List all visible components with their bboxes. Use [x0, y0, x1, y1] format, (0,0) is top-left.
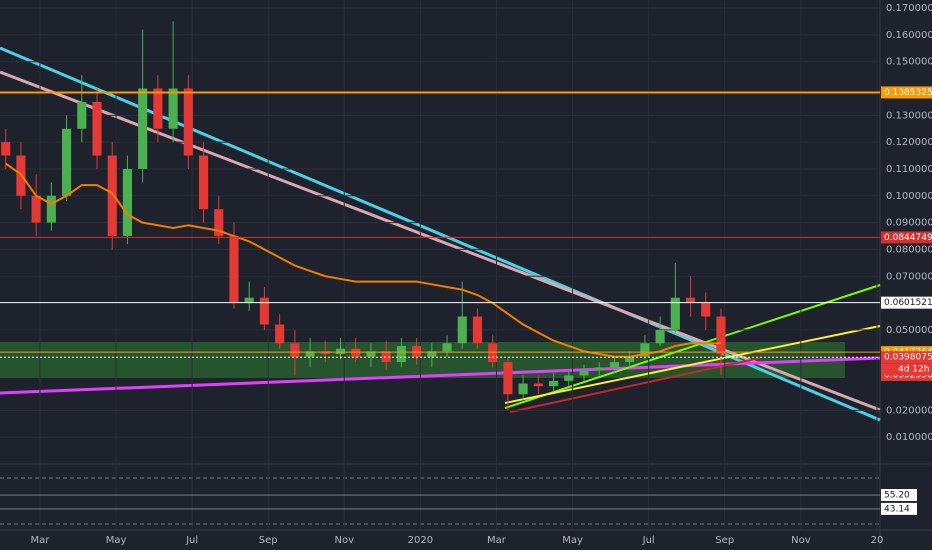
- candle-body: [366, 351, 376, 357]
- candle-body: [655, 329, 665, 344]
- candle-body: [1, 142, 11, 156]
- y-tick-label: 0.11000000: [886, 164, 932, 175]
- candle-body: [107, 155, 117, 237]
- candle-body: [351, 348, 361, 357]
- x-tick-label: Nov: [791, 535, 811, 546]
- y-tick-label: 0.02000000: [886, 405, 932, 416]
- candle-body: [31, 195, 41, 223]
- price-label: 0.03323563: [884, 370, 932, 380]
- candle-body: [122, 168, 133, 237]
- candle-body: [427, 351, 437, 357]
- candle-body: [305, 351, 315, 357]
- y-tick-label: 0.10000000: [886, 191, 932, 202]
- candle-body: [412, 345, 422, 357]
- x-tick-label: May: [106, 535, 127, 546]
- candle-body: [229, 236, 239, 304]
- candle-body: [62, 128, 72, 196]
- moving-average: [5, 162, 721, 358]
- trend-line: [509, 357, 761, 413]
- candle-body: [549, 380, 559, 387]
- candle-body: [77, 101, 87, 129]
- price-label-box: [881, 296, 932, 309]
- support-zone: [0, 342, 845, 378]
- candle-body: [92, 101, 102, 156]
- x-tick-label: Nov: [335, 535, 355, 546]
- candle-body: [46, 195, 56, 223]
- candle-body: [609, 362, 620, 368]
- y-tick-label: 0.01000000: [886, 432, 932, 443]
- y-tick-label: 0.12000000: [886, 137, 932, 148]
- y-tick-label: 0.08000000: [886, 244, 932, 255]
- price-label-box: [881, 86, 932, 99]
- candle-body: [472, 316, 483, 344]
- candle-body: [716, 316, 726, 355]
- candle-body: [168, 88, 178, 129]
- candle-body: [533, 383, 543, 387]
- candle-body: [457, 316, 467, 344]
- trend-line: [504, 325, 881, 404]
- candle-body: [138, 88, 148, 169]
- price-label: 0.08447496: [884, 233, 932, 243]
- price-label: 0.06015217: [884, 298, 932, 308]
- candle-body: [396, 345, 406, 363]
- trend-line: [504, 284, 881, 409]
- y-tick-label: 0.16000000: [886, 30, 932, 41]
- candle-body: [670, 297, 680, 330]
- y-tick-label: 0.17000000: [886, 3, 932, 14]
- candle-body: [518, 383, 528, 395]
- y-tick-label: 0.13000000: [886, 110, 932, 121]
- rsi-label-box: [881, 502, 917, 515]
- candle-body: [183, 88, 193, 156]
- x-tick-label: Mar: [487, 535, 507, 546]
- candle-body: [335, 348, 346, 355]
- candle-body: [640, 343, 650, 357]
- x-tick-label: Jul: [185, 535, 198, 546]
- candle-body: [259, 297, 269, 325]
- candle-body: [503, 362, 513, 395]
- candle-body: [625, 356, 635, 363]
- x-tick-label: 20: [871, 535, 884, 546]
- rsi-label-box: [881, 489, 917, 502]
- candle-body: [564, 375, 574, 381]
- candle-body: [290, 343, 300, 357]
- x-tick-label: Sep: [715, 535, 734, 546]
- x-tick-label: Sep: [259, 535, 278, 546]
- countdown: 4d 12h: [898, 365, 929, 375]
- price-label-box: [881, 351, 932, 364]
- y-tick-label: 0.05000000: [886, 325, 932, 336]
- x-tick-label: 2020: [408, 535, 433, 546]
- x-tick-label: Mar: [31, 535, 51, 546]
- price-label: 0.03980755: [884, 353, 932, 363]
- y-tick-label: 0.07000000: [886, 271, 932, 282]
- y-tick-label: 0.15000000: [886, 57, 932, 68]
- candle-body: [685, 297, 696, 304]
- rsi-label: 55.20: [884, 491, 910, 501]
- rsi-label: 43.14: [884, 504, 910, 514]
- price-label-box: [881, 231, 932, 244]
- y-tick-label: 0.09000000: [886, 218, 932, 229]
- candle-body: [275, 324, 285, 344]
- candle-body: [488, 343, 498, 363]
- countdown-box: [881, 363, 932, 376]
- candle-body: [381, 351, 391, 363]
- candle-body: [579, 370, 589, 376]
- candle-body: [244, 297, 254, 304]
- candle-body: [442, 343, 452, 352]
- candle-body: [701, 303, 711, 317]
- candle-body: [320, 351, 330, 355]
- candle-body: [594, 367, 604, 371]
- x-tick-label: May: [562, 535, 583, 546]
- candle-body: [198, 155, 209, 210]
- candle-body: [153, 88, 163, 129]
- x-tick-label: Jul: [642, 535, 655, 546]
- candle-body: [214, 209, 224, 237]
